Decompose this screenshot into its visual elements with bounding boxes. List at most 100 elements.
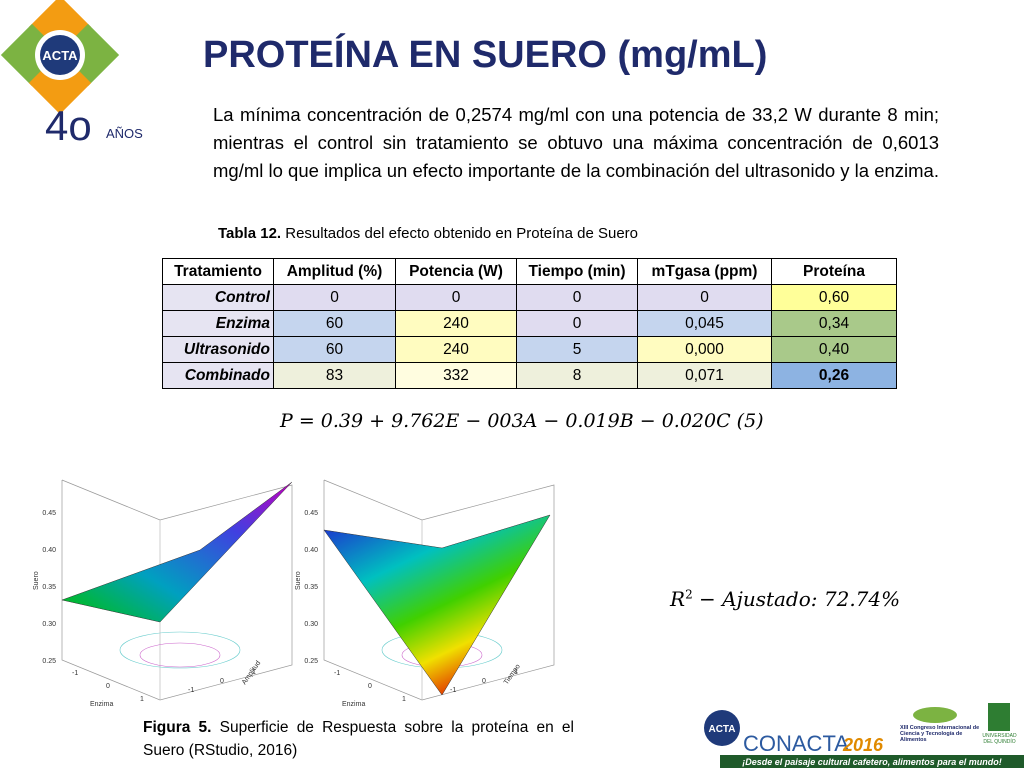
r2-symbol: R <box>670 587 686 611</box>
cell: 0,40 <box>771 336 897 363</box>
plot-y-label: Suero <box>33 571 40 590</box>
plot-y-tick: 0.35 <box>42 584 56 591</box>
cell: 332 <box>395 362 517 389</box>
plot-x-label: Enzima <box>90 701 113 708</box>
logo-anos: AÑOS <box>106 126 143 141</box>
cell: 0,34 <box>771 310 897 337</box>
footer-logos: ACTA CONACTA 2016 XIII Congreso Internac… <box>704 703 1024 768</box>
plot-z-label: Tiempo <box>503 663 522 686</box>
plot-y-tick: 0.25 <box>42 658 56 665</box>
surface-plots: 0.450.400.350.300.25Suero-101Enzima-101A… <box>33 479 555 708</box>
row-label: Enzima <box>162 310 274 337</box>
footer-slogan-bar <box>720 755 1024 768</box>
cell: 0 <box>273 284 396 311</box>
plot-x-tick: -1 <box>72 670 78 677</box>
table-row: Enzima 60 240 0 0,045 0,34 <box>162 310 897 337</box>
plot-x-tick: 1 <box>402 696 406 703</box>
row-label: Ultrasonido <box>162 336 274 363</box>
cell: 0,045 <box>637 310 772 337</box>
header-cell: Proteína <box>771 258 897 285</box>
footer-university-box: UNIVERSIDAD DEL QUINDÍO <box>982 733 1017 745</box>
plot-contour <box>139 642 221 668</box>
r2: R2 − Ajustado: 72.74% <box>670 587 900 611</box>
plot-contour <box>119 631 241 669</box>
cell: 240 <box>395 336 517 363</box>
footer-congress: XIII Congreso Internacional de Ciencia y… <box>900 725 980 743</box>
footer-university: UNIVERSIDAD DEL QUINDÍO <box>982 733 1017 745</box>
plot-z-tick: -1 <box>450 687 456 694</box>
header-cell: Amplitud (%) <box>273 258 396 285</box>
logo-acta: ACTA <box>42 48 78 63</box>
logo-forty: 4o <box>45 102 92 149</box>
footer-slogan: ¡Desde el paisaje cultural cafetero, ali… <box>742 757 1002 767</box>
footer-conacta: CONACTA <box>743 731 849 756</box>
paragraph: La mínima concentración de 0,2574 mg/ml … <box>213 104 939 181</box>
logo: ACTA 4o AÑOS <box>0 0 143 149</box>
header-cell: mTgasa (ppm) <box>637 258 772 285</box>
table-caption-text: Resultados del efecto obtenido en Proteí… <box>281 225 639 242</box>
plot-y-tick: 0.35 <box>304 584 318 591</box>
r2-exponent: 2 <box>685 587 693 602</box>
figure-caption-text: Superficie de Respuesta sobre la proteín… <box>143 719 574 759</box>
footer-year: 2016 <box>842 735 884 755</box>
cell: 0,071 <box>637 362 772 389</box>
cell: 5 <box>516 336 638 363</box>
footer-acta-logo <box>704 710 740 746</box>
plot-y-tick: 0.40 <box>42 547 56 554</box>
cell: 0 <box>516 310 638 337</box>
plot-z-tick: 0 <box>482 678 486 685</box>
plot-x-tick: 0 <box>106 683 110 690</box>
r2-text: − Ajustado: 72.74% <box>692 587 901 611</box>
footer-acta: ACTA <box>708 724 735 735</box>
cell: 0,60 <box>771 284 897 311</box>
header-cell: Potencia (W) <box>395 258 517 285</box>
plot-x-tick: 0 <box>368 683 372 690</box>
plot-z-tick: -1 <box>188 687 194 694</box>
plot-y-tick: 0.30 <box>304 621 318 628</box>
plot-y-tick: 0.45 <box>304 510 318 517</box>
plot-z-tick: 0 <box>220 678 224 685</box>
surface <box>323 514 551 696</box>
plot-y-tick: 0.30 <box>42 621 56 628</box>
equation: P = 0.39 + 9.762E − 003A − 0.019B − 0.02… <box>280 410 764 432</box>
cell: 0 <box>395 284 517 311</box>
results-table: Tratamiento Amplitud (%) Potencia (W) Tiemp… <box>162 258 897 389</box>
plot-x-label: Enzima <box>342 701 365 708</box>
footer-university-logo <box>988 703 1010 731</box>
footer-leaf <box>913 707 957 723</box>
plot-z-label: Amplitud <box>241 660 262 686</box>
cell: 60 <box>273 336 396 363</box>
table-header-row: Tratamiento Amplitud (%) Potencia (W) Tiemp… <box>162 258 897 285</box>
plot-y-label: Suero <box>295 571 302 590</box>
figure-caption: Figura 5. Superficie de Respuesta sobre … <box>143 716 574 762</box>
cell: 60 <box>273 310 396 337</box>
table-caption: Tabla 12. Resultados del efecto obtenido… <box>218 225 638 242</box>
row-label: Control <box>162 284 274 311</box>
cell: 83 <box>273 362 396 389</box>
surface <box>61 481 293 623</box>
plot-y-tick: 0.25 <box>304 658 318 665</box>
table-caption-label: Tabla 12. <box>218 225 282 242</box>
row-label: Combinado <box>162 362 274 389</box>
header-cell: Tiempo (min) <box>516 258 638 285</box>
table-row: Combinado 83 332 8 0,071 0,26 <box>162 362 897 389</box>
plot-y-tick: 0.40 <box>304 547 318 554</box>
plot-z-tick: 1 <box>252 669 256 676</box>
cell: 8 <box>516 362 638 389</box>
title: PROTEÍNA EN SUERO (mg/mL) <box>203 34 768 76</box>
header-cell: Tratamiento <box>162 258 274 285</box>
footer-congress-box: XIII Congreso Internacional de Ciencia y… <box>900 725 980 743</box>
cell: 0 <box>637 284 772 311</box>
cell: 240 <box>395 310 517 337</box>
cell: 0 <box>516 284 638 311</box>
plot-x-tick: 1 <box>140 696 144 703</box>
table-row: Ultrasonido 60 240 5 0,000 0,40 <box>162 336 897 363</box>
table-row: Control 0 0 0 0 0,60 <box>162 284 897 311</box>
plot-z-tick: 1 <box>514 669 518 676</box>
plot-x-tick: -1 <box>334 670 340 677</box>
figure-caption-label: Figura 5. <box>143 719 212 736</box>
cell: 0,26 <box>771 362 897 389</box>
plot-y-tick: 0.45 <box>42 510 56 517</box>
cell: 0,000 <box>637 336 772 363</box>
